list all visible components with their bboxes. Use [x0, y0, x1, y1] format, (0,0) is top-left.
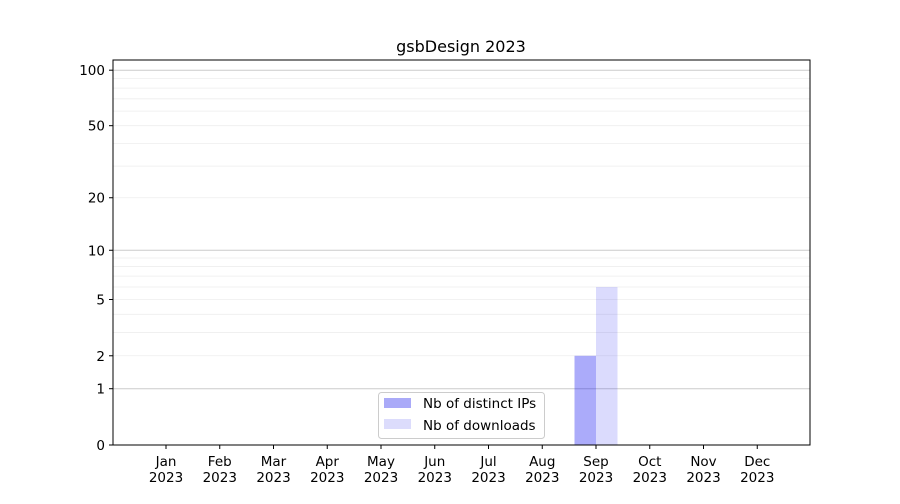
bars — [574, 286, 618, 445]
x-tick-label-year: 2023 — [418, 470, 452, 486]
y-tick-label: 10 — [88, 243, 105, 259]
x-tick-label-year: 2023 — [310, 470, 344, 486]
bar-distinct-ips-sep — [574, 355, 596, 445]
x-tick-label-year: 2023 — [740, 470, 774, 486]
y-tick-label: 2 — [96, 349, 105, 365]
x-tick-label-month: Feb — [208, 454, 232, 470]
legend-swatch-ips — [384, 398, 411, 408]
x-tick-label-month: Jun — [423, 454, 445, 470]
x-tick-label-month: Mar — [261, 454, 287, 470]
legend-label-ips: Nb of distinct IPs — [423, 396, 536, 412]
x-tick-label-month: Sep — [583, 454, 608, 470]
x-tick-label-month: Dec — [744, 454, 770, 470]
y-tick-label: 0 — [96, 438, 105, 454]
x-tick-label-year: 2023 — [525, 470, 559, 486]
x-axis: Jan2023Feb2023Mar2023Apr2023May2023Jun20… — [149, 445, 774, 486]
x-tick-label-month: Apr — [316, 454, 340, 470]
x-tick-label-year: 2023 — [203, 470, 237, 486]
grid — [113, 69, 810, 390]
bar-downloads-sep — [596, 286, 618, 445]
x-tick-label-month: Nov — [690, 454, 716, 470]
legend: Nb of distinct IPs Nb of downloads — [378, 392, 545, 439]
x-tick-label-year: 2023 — [364, 470, 398, 486]
x-tick-label-year: 2023 — [686, 470, 720, 486]
y-tick-label: 50 — [88, 119, 105, 135]
x-tick-label-month: Aug — [529, 454, 555, 470]
x-tick-label-year: 2023 — [149, 470, 183, 486]
legend-swatch-downloads — [384, 419, 411, 429]
legend-box — [378, 392, 545, 439]
y-axis: 0 1 2 5 10 20 50 100 — [79, 63, 113, 454]
chart-title: gsbDesign 2023 — [396, 37, 526, 56]
x-tick-label-year: 2023 — [471, 470, 505, 486]
x-tick-label-month: Oct — [638, 454, 661, 470]
x-tick-label-year: 2023 — [633, 470, 667, 486]
x-tick-label-month: Jan — [155, 454, 177, 470]
x-tick-label-year: 2023 — [256, 470, 290, 486]
y-tick-label: 5 — [96, 292, 105, 308]
y-tick-label: 20 — [88, 191, 105, 207]
y-tick-label: 1 — [96, 382, 105, 398]
y-tick-label: 100 — [79, 63, 105, 79]
x-tick-label-month: May — [367, 454, 395, 470]
plot-frame — [112, 59, 811, 446]
x-tick-label-year: 2023 — [579, 470, 613, 486]
x-tick-label-month: Jul — [479, 454, 496, 470]
legend-label-downloads: Nb of downloads — [423, 418, 536, 434]
